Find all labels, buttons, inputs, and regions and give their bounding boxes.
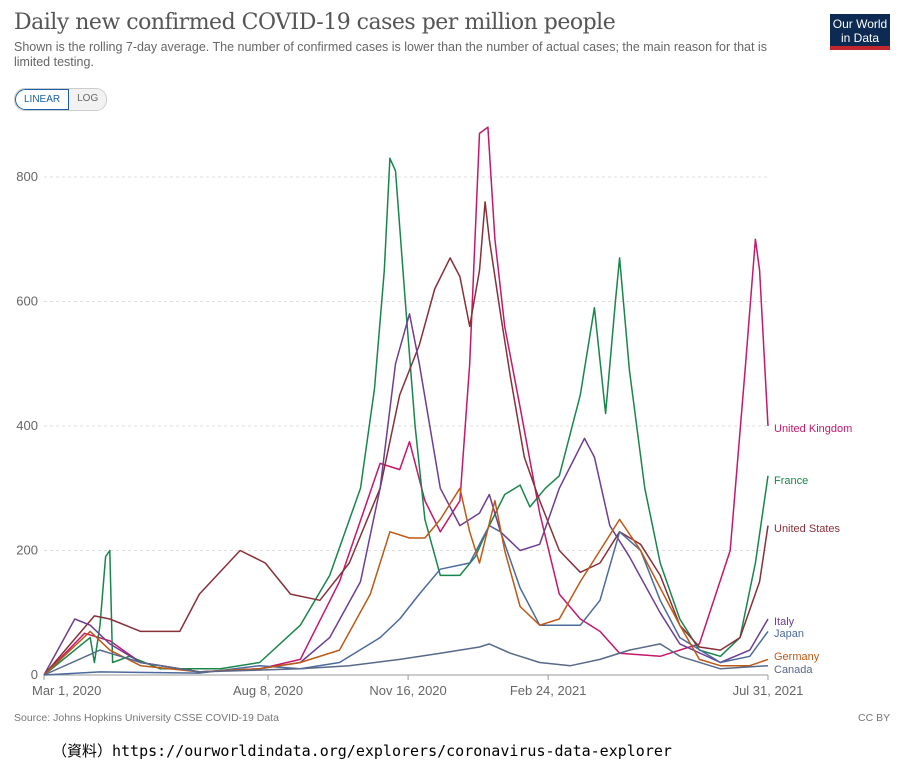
x-tick-label: Mar 1, 2020	[32, 683, 101, 698]
line-chart: 0 200 400 600 800 Mar 1, 2020 Aug 8, 2020 Nov 1…	[16, 126, 852, 698]
x-tick-label: Jul 31, 2021	[733, 683, 804, 698]
series-line-japan	[43, 524, 769, 676]
series-label: Japan	[774, 628, 804, 640]
x-tick-label: Nov 16, 2020	[369, 683, 446, 698]
chart-title: Daily new confirmed COVID-19 cases per m…	[14, 10, 616, 35]
series-line-canada	[43, 643, 769, 676]
y-tick-label: 800	[16, 169, 38, 184]
x-tick-label: Aug 8, 2020	[233, 683, 303, 698]
chart-subtitle: Shown is the rolling 7-day average. The …	[14, 40, 767, 69]
series-line-united-states	[43, 201, 769, 676]
series-label: United Kingdom	[774, 423, 852, 435]
linear-button[interactable]: LINEAR	[15, 89, 70, 110]
series-line-united-kingdom	[43, 126, 769, 676]
owid-logo[interactable]: Our World in Data	[830, 14, 890, 50]
series-label: Italy	[774, 616, 795, 628]
series-line-germany	[43, 487, 769, 676]
x-tick-label: Feb 24, 2021	[510, 683, 587, 698]
source-note[interactable]: Source: Johns Hopkins University CSSE CO…	[14, 712, 279, 724]
series-line-italy	[43, 313, 769, 676]
y-tick-label: 600	[16, 294, 38, 309]
y-tick-label: 0	[31, 667, 38, 682]
series-label: France	[774, 475, 808, 487]
log-button[interactable]: LOG	[69, 89, 107, 110]
license-link[interactable]: CC BY	[858, 712, 891, 724]
series-label: Canada	[774, 664, 813, 676]
scale-toggle: LINEAR LOG	[14, 88, 108, 111]
footnote: （資料）https://ourworldindata.org/explorers…	[52, 742, 672, 760]
series-label: Germany	[774, 651, 820, 663]
y-tick-label: 400	[16, 418, 38, 433]
series-label: United States	[774, 523, 841, 535]
y-tick-label: 200	[16, 543, 38, 558]
